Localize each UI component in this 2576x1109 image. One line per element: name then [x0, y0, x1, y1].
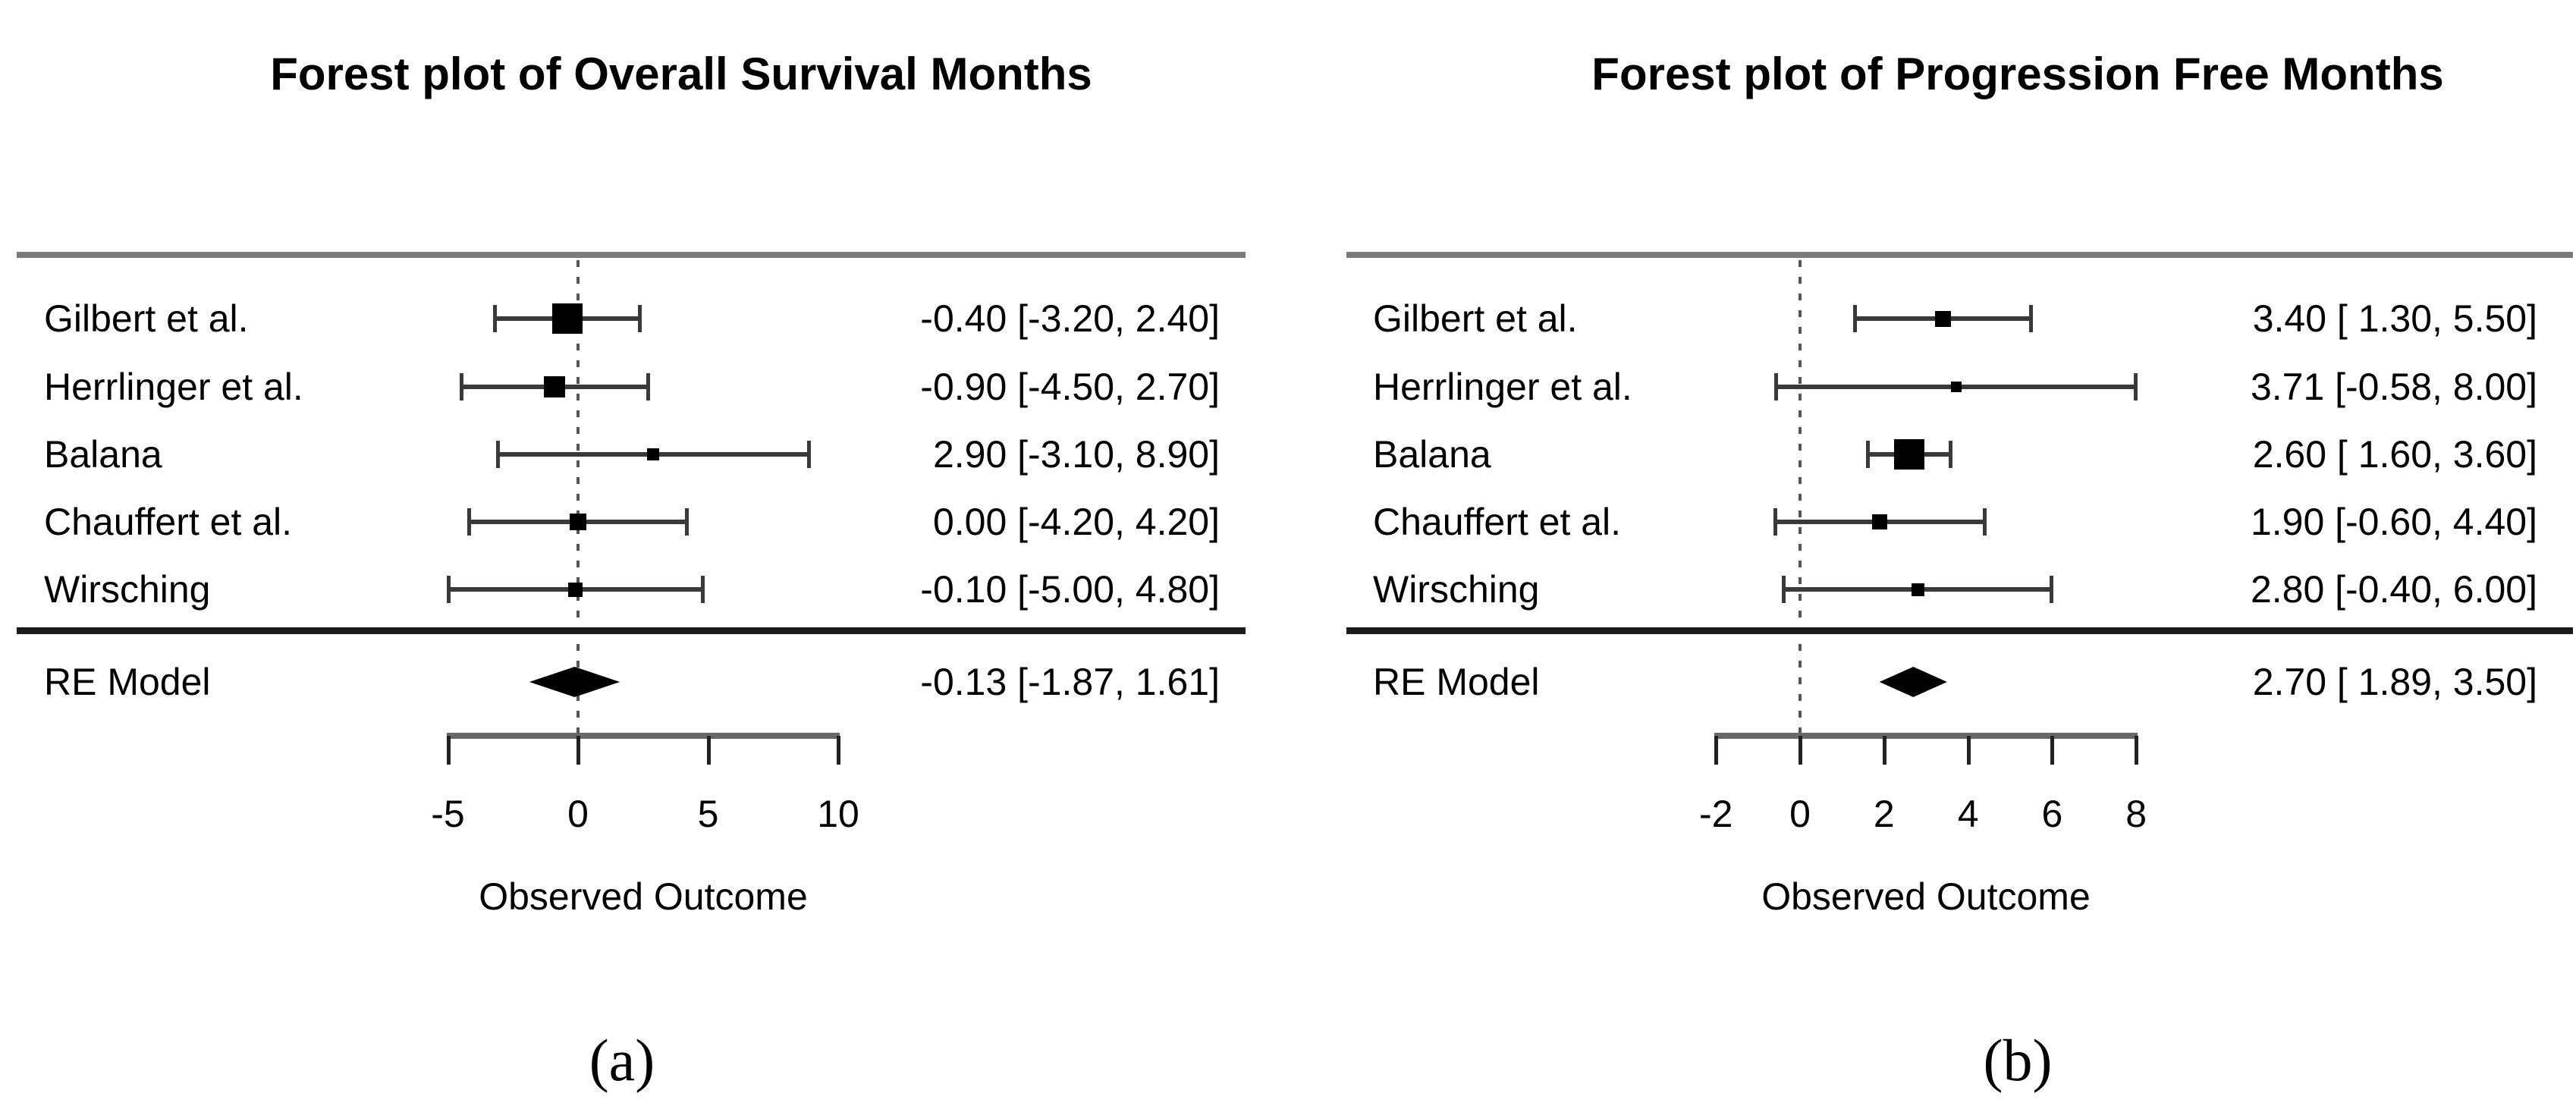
x-axis-tick	[837, 736, 840, 765]
study-annotation: -0.90 [-4.50, 2.70]	[920, 366, 1220, 408]
x-tick-label: 10	[817, 793, 859, 835]
x-axis-tick	[446, 736, 451, 765]
estimate-marker	[1894, 439, 1925, 470]
estimate-marker	[570, 514, 586, 530]
x-axis-tick	[2050, 736, 2055, 765]
panel-b-caption: (b)	[1983, 1027, 2053, 1093]
study-label: Wirsching	[1373, 568, 1540, 611]
ci-cap-right	[685, 508, 690, 536]
ci-cap-right	[700, 576, 705, 603]
panel-a-title: Forest plot of Overall Survival Months	[270, 48, 1092, 99]
summary-annotation: -0.13 [-1.87, 1.61]	[920, 661, 1220, 703]
estimate-marker	[552, 303, 583, 334]
ci-cap-left	[1773, 508, 1777, 536]
study-annotation: -0.40 [-3.20, 2.40]	[920, 297, 1220, 340]
study-annotation: 0.00 [-4.20, 4.20]	[932, 501, 1220, 543]
x-axis-line	[1714, 733, 2138, 739]
panel-a-caption: (a)	[589, 1027, 655, 1093]
ci-cap-left	[1865, 441, 1870, 468]
panel-top-rule	[17, 252, 1246, 258]
ci-cap-right	[638, 305, 642, 332]
x-axis-tick	[1882, 736, 1886, 765]
ci-cap-right	[807, 441, 812, 468]
study-annotation: 3.40 [ 1.30, 5.50]	[2252, 297, 2537, 340]
study-label: Herrlinger et al.	[1373, 366, 1632, 408]
summary-separator-rule	[17, 627, 1246, 634]
x-tick-label: 2	[1873, 793, 1895, 835]
study-annotation: 2.90 [-3.10, 8.90]	[932, 433, 1220, 476]
study-annotation: 2.60 [ 1.60, 3.60]	[2252, 433, 2537, 476]
x-axis-tick	[1798, 736, 1802, 765]
ci-cap-right	[2050, 576, 2054, 603]
estimate-marker	[544, 376, 566, 397]
zero-reference-line	[576, 260, 580, 736]
estimate-marker	[1950, 382, 1962, 392]
study-annotation: 1.90 [-0.60, 4.40]	[2250, 501, 2537, 543]
study-label: Chauffert et al.	[1373, 501, 1622, 543]
study-label: Balana	[1373, 433, 1491, 476]
study-label: Balana	[44, 433, 162, 476]
x-axis-tick	[1966, 736, 1971, 765]
ci-cap-right	[1949, 441, 1953, 468]
x-axis-line	[446, 733, 840, 739]
ci-cap-right	[2134, 373, 2138, 401]
panel-b-title: Forest plot of Progression Free Months	[1591, 48, 2444, 99]
study-label: Herrlinger et al.	[44, 366, 303, 408]
study-annotation: 2.80 [-0.40, 6.00]	[2250, 568, 2537, 611]
x-axis-tick	[706, 736, 711, 765]
x-axis-tick	[2135, 736, 2139, 765]
ci-cap-right	[2028, 305, 2033, 332]
ci-cap-left	[467, 508, 471, 536]
study-label: Gilbert et al.	[44, 297, 249, 340]
ci-cap-left	[495, 441, 500, 468]
x-tick-label: -5	[431, 793, 465, 835]
panel-a-x-axis-label: Observed Outcome	[479, 875, 808, 918]
ci-cap-left	[446, 576, 451, 603]
x-axis-tick	[1714, 736, 1719, 765]
zero-reference-line	[1798, 260, 1802, 736]
study-label: Wirsching	[44, 568, 211, 611]
ci-cap-left	[1773, 373, 1778, 401]
x-tick-label: 6	[2041, 793, 2063, 835]
x-tick-label: 8	[2125, 793, 2147, 835]
estimate-marker	[647, 448, 660, 460]
ci-cap-left	[1853, 305, 1858, 332]
x-tick-label: 0	[567, 793, 589, 835]
ci-cap-right	[646, 373, 650, 401]
x-tick-label: 5	[697, 793, 719, 835]
estimate-marker	[1911, 583, 1924, 596]
panel-b-x-axis-label: Observed Outcome	[1761, 875, 2091, 918]
ci-cap-left	[459, 373, 463, 401]
estimate-marker	[1872, 514, 1888, 529]
x-tick-label: 0	[1789, 793, 1811, 835]
summary-separator-rule	[1346, 627, 2573, 634]
study-annotation: 3.71 [-0.58, 8.00]	[2250, 366, 2537, 408]
x-tick-label: 4	[1957, 793, 1979, 835]
panel-top-rule	[1346, 252, 2573, 258]
summary-annotation: 2.70 [ 1.89, 3.50]	[2252, 661, 2537, 703]
ci-cap-right	[1982, 508, 1987, 536]
ci-cap-left	[493, 305, 498, 332]
summary-label: RE Model	[1373, 661, 1540, 703]
study-label: Chauffert et al.	[44, 501, 293, 543]
x-tick-label: -2	[1698, 793, 1733, 835]
summary-label: RE Model	[44, 661, 211, 703]
study-annotation: -0.10 [-5.00, 4.80]	[920, 568, 1220, 611]
study-label: Gilbert et al.	[1373, 297, 1578, 340]
ci-cap-left	[1781, 576, 1786, 603]
estimate-marker	[1934, 310, 1951, 327]
estimate-marker	[568, 582, 583, 597]
x-axis-tick	[576, 736, 580, 765]
